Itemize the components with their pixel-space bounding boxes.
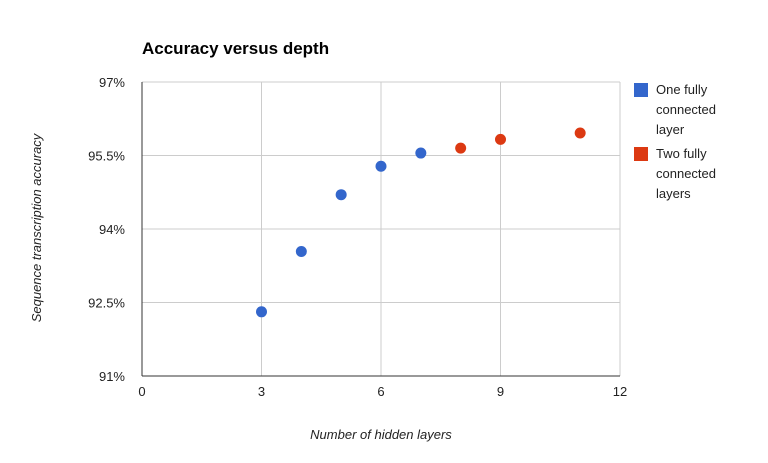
- data-point-series-1: [335, 189, 347, 201]
- x-tick-label: 0: [138, 384, 145, 399]
- y-axis-ticks: 91% 92.5% 94% 95.5% 97%: [88, 75, 125, 384]
- data-point-series-2: [574, 127, 586, 139]
- x-tick-label: 6: [377, 384, 384, 399]
- axes: [141, 82, 620, 377]
- y-axis-title: Sequence transcription accuracy: [29, 132, 44, 322]
- data-point-series-2: [455, 142, 467, 154]
- x-axis-ticks: 0 3 6 9 12: [138, 384, 627, 399]
- x-tick-label: 3: [258, 384, 265, 399]
- legend-swatch-series-2: [634, 147, 648, 161]
- y-tick-label: 91%: [99, 369, 125, 384]
- data-point-series-1: [415, 147, 427, 159]
- legend-label-series-2: Two fully connected layers: [656, 146, 716, 201]
- data-point-series-1: [295, 246, 307, 258]
- grid-lines: [142, 81, 621, 376]
- chart-title: Accuracy versus depth: [142, 39, 329, 58]
- x-tick-label: 12: [613, 384, 627, 399]
- x-tick-label: 9: [497, 384, 504, 399]
- legend-swatch-series-1: [634, 83, 648, 97]
- data-point-series-1: [375, 160, 387, 172]
- y-tick-label: 97%: [99, 75, 125, 90]
- x-axis-title: Number of hidden layers: [310, 427, 452, 442]
- legend: One fully connected layer Two fully connecte…: [634, 82, 716, 201]
- data-points: [256, 127, 586, 318]
- y-tick-label: 94%: [99, 222, 125, 237]
- legend-label-series-1: One fully connected layer: [656, 82, 716, 137]
- y-tick-label: 95.5%: [88, 149, 125, 164]
- y-tick-label: 92.5%: [88, 296, 125, 311]
- data-point-series-2: [495, 133, 506, 145]
- data-point-series-1: [256, 306, 267, 318]
